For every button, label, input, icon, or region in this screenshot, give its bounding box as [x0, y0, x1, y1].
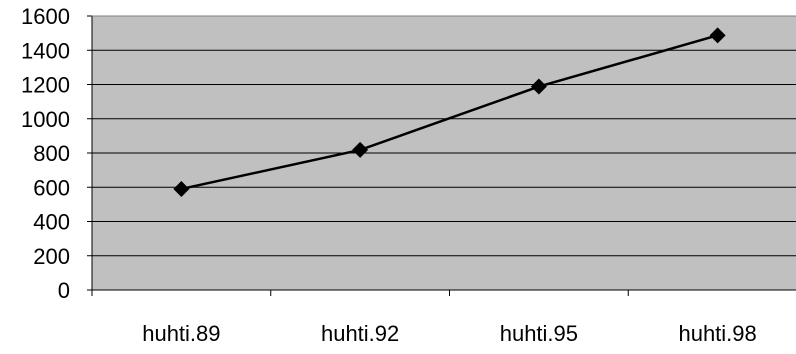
y-tick-label: 800 — [33, 141, 70, 166]
x-tick-label: huhti.89 — [142, 321, 220, 346]
series-line — [181, 34, 718, 191]
y-tick-label: 1200 — [21, 73, 70, 98]
y-tick-label: 0 — [58, 278, 70, 303]
data-point-marker — [530, 78, 547, 95]
y-tick-label: 1600 — [21, 4, 70, 29]
y-tick-label: 400 — [33, 210, 70, 235]
data-point-marker — [709, 27, 726, 44]
x-tick-label: huhti.95 — [500, 321, 578, 346]
y-tick-label: 600 — [33, 175, 70, 200]
data-point-marker — [352, 141, 369, 158]
axes — [87, 15, 796, 296]
series — [173, 27, 726, 197]
y-tick-label: 200 — [33, 244, 70, 269]
y-axis-tick-labels: 0 200 400 600 800 1000 1200 1400 1600 — [21, 4, 70, 303]
y-tick-label: 1000 — [21, 107, 70, 132]
y-tick-label: 1400 — [21, 38, 70, 63]
x-tick-label: huhti.92 — [321, 321, 399, 346]
x-axis-tick-labels: huhti.89 huhti.92 huhti.95 huhti.98 — [142, 321, 757, 346]
data-point-marker — [173, 180, 190, 197]
x-tick-label: huhti.98 — [678, 321, 756, 346]
